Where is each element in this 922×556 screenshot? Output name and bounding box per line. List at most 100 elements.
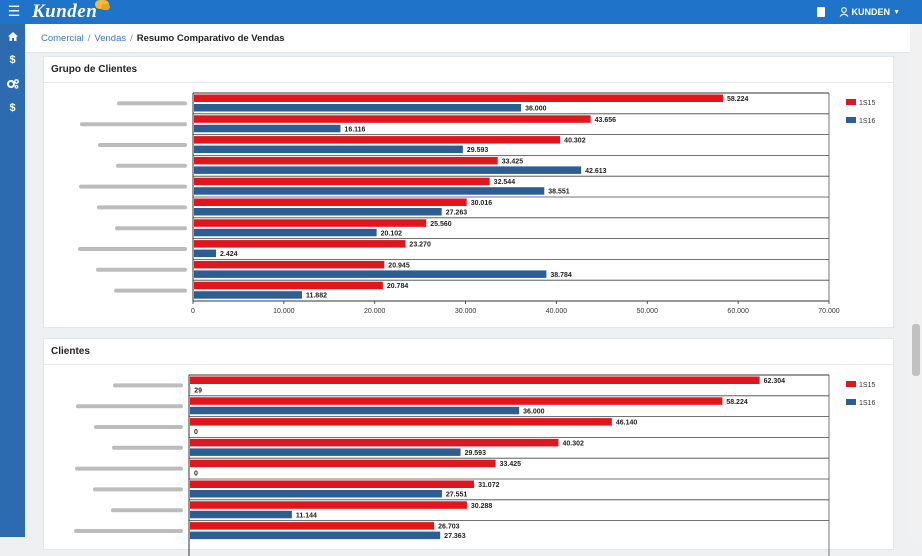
breadcrumb-link-vendas[interactable]: Vendas (94, 33, 126, 44)
x-tick-label: 0 (191, 308, 195, 315)
category-label-redacted (80, 122, 187, 126)
data-label: 26.703 (438, 524, 460, 531)
breadcrumb-separator: / (88, 33, 91, 44)
x-tick-label: 30.000 (455, 308, 477, 315)
bar-1S15 (190, 397, 722, 405)
scrollbar-thumb[interactable] (912, 324, 920, 376)
bar-1S15 (194, 282, 383, 290)
legend-swatch-1S16 (846, 399, 856, 405)
bar-1S15 (194, 199, 467, 207)
bar-1S16 (190, 448, 461, 456)
bar-1S15 (194, 136, 560, 144)
panel-title: Grupo de Clientes (51, 64, 137, 75)
panel-grupo-de-clientes: Grupo de Clientes 58.224 36.000 43.656 16.1… (43, 56, 894, 328)
data-label: 33.425 (500, 461, 522, 468)
data-label: 43.656 (595, 117, 617, 124)
breadcrumb-link-comercial[interactable]: Comercial (41, 33, 84, 44)
bar-1S15 (190, 377, 760, 385)
data-label: 11.144 (296, 512, 317, 519)
user-menu[interactable]: KUNDEN ▼ (839, 7, 900, 17)
data-label: 58.224 (726, 399, 748, 406)
x-tick-label: 10.000 (273, 308, 295, 315)
data-label: 11.882 (306, 293, 327, 300)
bar-1S15 (190, 501, 467, 509)
category-label-redacted (75, 467, 183, 471)
category-label-redacted (94, 425, 183, 429)
bar-1S16 (194, 291, 302, 299)
bar-1S16 (190, 490, 442, 498)
legend-label-1S15: 1S15 (859, 382, 875, 389)
data-label: 27.551 (446, 492, 468, 499)
data-label: 29.593 (465, 450, 487, 457)
category-label-redacted (98, 143, 187, 147)
breadcrumb-separator: / (130, 33, 133, 44)
hamburger-menu-icon[interactable]: ☰ (6, 3, 22, 20)
category-label-redacted (115, 226, 187, 230)
bar-1S16 (190, 407, 519, 415)
category-label-redacted (117, 101, 187, 105)
data-label: 36.000 (525, 106, 547, 113)
user-icon (839, 7, 849, 17)
data-label: 20.102 (381, 230, 403, 237)
data-label: 29 (194, 388, 202, 395)
data-label: 16.116 (344, 126, 365, 133)
x-tick-label: 70.000 (818, 308, 840, 315)
category-label-redacted (96, 268, 187, 272)
data-label: 20.945 (388, 262, 410, 269)
bar-1S16 (194, 125, 340, 133)
data-label: 42.613 (585, 168, 607, 175)
chart-clientes: 62.3042958.22436.00046.140040.30229.5933… (44, 366, 893, 556)
category-label-redacted (114, 289, 187, 293)
x-tick-label: 60.000 (727, 308, 749, 315)
x-tick-label: 40.000 (546, 308, 568, 315)
bar-1S15 (194, 115, 591, 123)
logo-mark-accent (101, 4, 110, 10)
data-label: 25.560 (430, 221, 452, 228)
data-label: 30.016 (471, 200, 493, 207)
category-label-redacted (78, 247, 187, 251)
sidebar-item-configuracoes[interactable] (0, 72, 25, 96)
data-label: 38.551 (548, 189, 570, 196)
data-label: 27.263 (446, 210, 468, 217)
legend-label-1S16: 1S16 (859, 118, 875, 125)
sidebar-item-home[interactable] (0, 24, 25, 48)
bar-1S15 (190, 522, 434, 530)
data-label: 31.072 (478, 482, 500, 489)
x-tick-label: 50.000 (637, 308, 659, 315)
category-label-redacted (111, 508, 183, 512)
category-label-redacted (113, 383, 183, 387)
bar-1S16 (194, 187, 544, 195)
data-label: 40.302 (564, 138, 586, 145)
bar-1S15 (194, 219, 426, 227)
kunden-logo[interactable]: Kunden (32, 1, 97, 23)
breadcrumb: Comercial/Vendas/Resumo Comparativo de V… (41, 33, 285, 44)
bar-1S16 (194, 229, 377, 237)
data-label: 36.000 (523, 408, 545, 415)
bar-1S15 (190, 439, 558, 447)
home-icon (8, 32, 18, 41)
data-label: 20.784 (387, 283, 409, 290)
sidebar-item-financeiro[interactable]: $ (0, 48, 25, 72)
data-label: 0 (194, 471, 198, 478)
legend-swatch-1S16 (846, 117, 856, 123)
bar-1S16 (194, 166, 581, 174)
page-scrollbar[interactable] (910, 24, 922, 537)
bar-1S15 (190, 460, 496, 468)
category-label-redacted (74, 529, 183, 533)
chart-grupo-de-clientes: 58.22436.00043.65616.11640.30229.59333.4… (44, 84, 893, 324)
data-label: 58.224 (727, 96, 749, 103)
panel-divider (44, 82, 893, 83)
bar-1S16 (194, 208, 442, 216)
notes-icon[interactable] (817, 7, 825, 17)
bar-1S16 (194, 270, 546, 278)
data-label: 33.425 (502, 158, 524, 165)
bar-1S15 (194, 178, 490, 186)
bar-1S15 (194, 261, 384, 269)
data-label: 38.784 (550, 272, 572, 279)
bar-1S15 (190, 481, 474, 489)
data-label: 46.140 (616, 420, 638, 427)
bar-1S15 (194, 157, 498, 165)
sidebar-item-comercial[interactable]: $ (0, 96, 25, 120)
legend-swatch-1S15 (846, 381, 856, 387)
